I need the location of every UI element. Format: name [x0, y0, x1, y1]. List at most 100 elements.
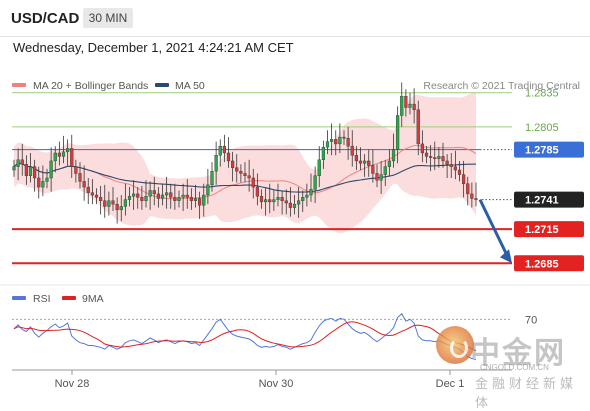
- candle-body: [284, 200, 288, 204]
- candle-body: [441, 156, 445, 162]
- price-level-tag: [514, 255, 584, 272]
- price-levels: [12, 92, 512, 265]
- candle-body: [222, 145, 226, 154]
- candle-body: [396, 115, 400, 150]
- candle-body: [292, 203, 297, 208]
- price-level-label: 1.2805: [525, 122, 559, 134]
- candle-body: [457, 169, 462, 175]
- candle-body: [429, 156, 433, 158]
- candle-body: [140, 197, 144, 201]
- candle-body: [412, 103, 416, 110]
- ma20-line: [13, 144, 477, 200]
- rsi-line: [13, 312, 477, 360]
- candle-body: [78, 173, 82, 182]
- candle-body: [247, 175, 251, 179]
- candle-body: [416, 109, 420, 145]
- candle-body: [160, 194, 165, 199]
- rsi-legend-label: RSI: [33, 293, 51, 305]
- candle-body: [16, 159, 20, 167]
- candle-body: [255, 186, 259, 197]
- rsi-ma-legend-label: 9MA: [82, 293, 104, 305]
- candle-body: [165, 192, 169, 196]
- candle-body: [45, 177, 49, 182]
- candle-body: [148, 190, 152, 197]
- x-axis-tick-label: Nov 30: [259, 378, 294, 390]
- candle-body: [301, 197, 305, 201]
- candle-body: [466, 183, 470, 195]
- x-axis-ticks: Nov 28 Nov 30 Dec 1: [55, 370, 465, 390]
- candle-body: [144, 195, 148, 201]
- candle-body: [437, 156, 441, 159]
- bollinger-band-fill: [14, 91, 476, 234]
- candle-body: [259, 195, 264, 203]
- price-level-label: 1.2835: [525, 88, 559, 100]
- candle-body: [132, 193, 136, 197]
- candle-body: [272, 199, 276, 203]
- candle-body: [346, 138, 350, 147]
- candle-body: [12, 166, 16, 171]
- candle-body: [387, 160, 391, 167]
- x-axis-tick-label: Dec 1: [436, 378, 465, 390]
- watermark-brand: 中金网: [470, 336, 566, 371]
- candle-body: [400, 95, 404, 116]
- candle-body: [57, 152, 61, 157]
- candle-body: [371, 165, 375, 174]
- candle-body: [321, 147, 325, 161]
- candle-body: [342, 136, 346, 139]
- candle-body: [420, 143, 424, 154]
- price-level-label: 1.2785: [525, 145, 559, 157]
- candle-body: [239, 170, 243, 174]
- candle-body: [61, 151, 66, 157]
- candle-body: [367, 160, 371, 166]
- chart-datetime: Wednesday, December 1, 2021 4:24:21 AM C…: [13, 40, 294, 55]
- header-bar: USD/CAD 30 MIN: [0, 0, 590, 37]
- candle-body: [103, 200, 107, 207]
- watermark-domain: CNGOLD.COM.CN: [480, 363, 549, 372]
- candle-body: [74, 166, 78, 174]
- candle-body: [210, 170, 214, 186]
- timeframe-badge[interactable]: 30 MIN: [83, 8, 133, 28]
- candle-body: [33, 166, 37, 179]
- candle-body: [49, 160, 53, 179]
- candle-body: [363, 160, 367, 164]
- candle-body: [280, 197, 284, 201]
- candle-body: [37, 177, 41, 188]
- candle-body: [189, 197, 193, 201]
- candle-body: [470, 193, 474, 199]
- rsi-level-label: 70: [525, 314, 537, 326]
- candle-body: [243, 173, 247, 176]
- candle-body: [375, 173, 379, 181]
- projection-arrow-head: [500, 249, 512, 264]
- candle-body: [82, 181, 86, 188]
- candle-body: [449, 164, 453, 167]
- candle-body: [24, 164, 28, 176]
- candle-body: [297, 200, 301, 205]
- bollinger-bands: [14, 91, 476, 234]
- candlesticks: [12, 82, 478, 224]
- candle-body: [169, 192, 173, 198]
- ma50-line: [13, 162, 477, 193]
- x-axis-tick-label: Nov 28: [55, 378, 90, 390]
- candle-body: [127, 195, 132, 200]
- price-level-tag: [514, 141, 584, 158]
- candle-body: [214, 155, 218, 172]
- candle-body: [330, 139, 334, 142]
- candle-body: [313, 175, 317, 190]
- projection-arrow-shaft: [478, 198, 509, 256]
- candle-body: [181, 194, 185, 198]
- candle-body: [391, 149, 396, 162]
- candle-body: [350, 145, 354, 156]
- candle-body: [231, 160, 235, 168]
- candle-body: [177, 197, 181, 201]
- source-credit: Research © 2021 Trading Central: [423, 80, 580, 92]
- price-level-label: 1.2685: [525, 258, 559, 270]
- price-level-tag: [514, 191, 584, 208]
- candle-body: [136, 193, 140, 198]
- candle-body: [334, 139, 338, 145]
- candle-body: [408, 103, 412, 108]
- candle-body: [53, 152, 57, 162]
- candle-body: [86, 186, 90, 193]
- candle-body: [20, 159, 24, 165]
- candle-body: [206, 184, 210, 196]
- candle-body: [70, 148, 74, 167]
